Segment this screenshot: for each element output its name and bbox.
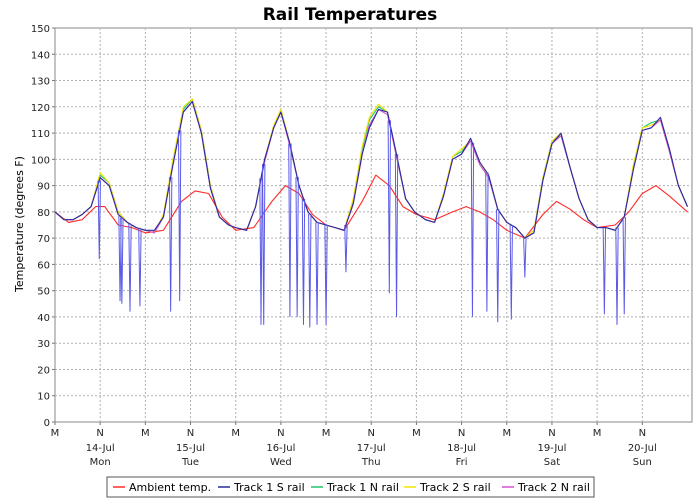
y-tick-label: 50 <box>37 287 50 298</box>
dropout-spike <box>496 209 500 323</box>
dropout-spike <box>344 224 348 273</box>
y-tick-label: 110 <box>31 129 50 140</box>
dropout-spike <box>602 227 607 315</box>
series-lines <box>54 98 689 328</box>
y-tick-label: 30 <box>37 339 50 350</box>
day-date-label: 18-Jul <box>447 443 476 454</box>
y-tick-label: 140 <box>31 50 50 61</box>
day-date-label: 14-Jul <box>86 443 115 454</box>
x-axis-day-labels: 14-Jul Mon 15-Jul Tue 16-Jul Wed 17-Jul Thu 18-J… <box>86 443 657 468</box>
x-tick-label: N <box>639 428 646 439</box>
dropout-spike <box>324 224 328 325</box>
dropout-spike <box>262 164 266 325</box>
dropout-spike <box>394 154 399 317</box>
x-tick-label: N <box>548 428 555 439</box>
day-date-label: 20-Jul <box>628 443 657 454</box>
x-tick-label: M <box>141 428 150 439</box>
dropout-spike <box>485 172 489 312</box>
plot-area <box>54 27 693 423</box>
dropout-spike <box>259 178 263 325</box>
x-tick-label: N <box>187 428 194 439</box>
x-tick-label: M <box>231 428 240 439</box>
day-date-label: 19-Jul <box>537 443 566 454</box>
dropout-spike <box>128 223 132 312</box>
day-date-label: 17-Jul <box>357 443 386 454</box>
x-tick-label: N <box>277 428 284 439</box>
legend-label: Track 1 S rail <box>233 481 305 494</box>
legend-frame <box>106 476 595 498</box>
legend: Ambient temp. Track 1 S rail Track 1 N rai… <box>106 476 595 498</box>
dropout-spike <box>295 177 299 317</box>
dropout-spike <box>308 213 312 328</box>
series-line-track-1-s-rail <box>54 100 689 239</box>
y-tick-label: 40 <box>37 313 50 324</box>
day-name-label: Sun <box>633 457 652 468</box>
dropout-spike <box>315 222 319 325</box>
y-tick-label: 80 <box>37 208 50 219</box>
y-tick-label: 120 <box>31 103 50 114</box>
x-tick-label: N <box>96 428 103 439</box>
y-axis-ticks: 0 10 20 30 40 50 60 70 80 90 100 110 120 130 140 150 <box>31 24 55 429</box>
dropout-spike <box>509 224 513 320</box>
dropout-spike <box>523 238 527 278</box>
day-name-label: Sat <box>544 457 560 468</box>
dropout-spike <box>138 228 142 307</box>
dropout-spike <box>301 198 306 325</box>
x-tick-label: M <box>593 428 602 439</box>
y-tick-label: 130 <box>31 77 50 88</box>
y-tick-label: 100 <box>31 155 50 166</box>
day-name-label: Wed <box>270 457 292 468</box>
dropout-spike <box>177 130 182 302</box>
day-name-label: Thu <box>361 457 381 468</box>
y-tick-label: 150 <box>31 24 50 35</box>
y-tick-label: 90 <box>37 182 50 193</box>
day-date-label: 15-Jul <box>176 443 205 454</box>
day-name-label: Fri <box>456 457 468 468</box>
chart-title: Rail Temperatures <box>263 5 438 25</box>
x-tick-label: M <box>502 428 511 439</box>
y-tick-label: 20 <box>37 365 50 376</box>
x-tick-label: M <box>322 428 331 439</box>
series-line-ambient-temp- <box>54 174 688 239</box>
dropout-spike <box>615 227 619 325</box>
dropout-spike <box>387 120 392 294</box>
dropout-spike <box>470 143 475 317</box>
dropout-spike <box>168 177 173 312</box>
y-tick-label: 0 <box>44 418 50 429</box>
dropout-spike <box>622 217 626 315</box>
dropout-spike <box>288 143 292 317</box>
dropout-spike <box>97 180 101 260</box>
legend-label: Track 2 S rail <box>419 481 491 494</box>
day-date-label: 16-Jul <box>266 443 295 454</box>
y-tick-label: 10 <box>37 392 50 403</box>
day-name-label: Tue <box>181 457 199 468</box>
legend-label: Track 2 N rail <box>517 481 590 494</box>
dropout-spike <box>120 217 124 304</box>
x-tick-label: N <box>367 428 374 439</box>
x-tick-label: M <box>51 428 60 439</box>
legend-label: Track 1 N rail <box>326 481 399 494</box>
y-axis-label: Temperature (degrees F) <box>13 156 26 293</box>
day-name-label: Mon <box>90 457 111 468</box>
y-tick-label: 70 <box>37 234 50 245</box>
legend-label: Ambient temp. <box>129 481 211 494</box>
x-tick-label: M <box>412 428 421 439</box>
y-tick-label: 60 <box>37 260 50 271</box>
x-tick-label: N <box>458 428 465 439</box>
